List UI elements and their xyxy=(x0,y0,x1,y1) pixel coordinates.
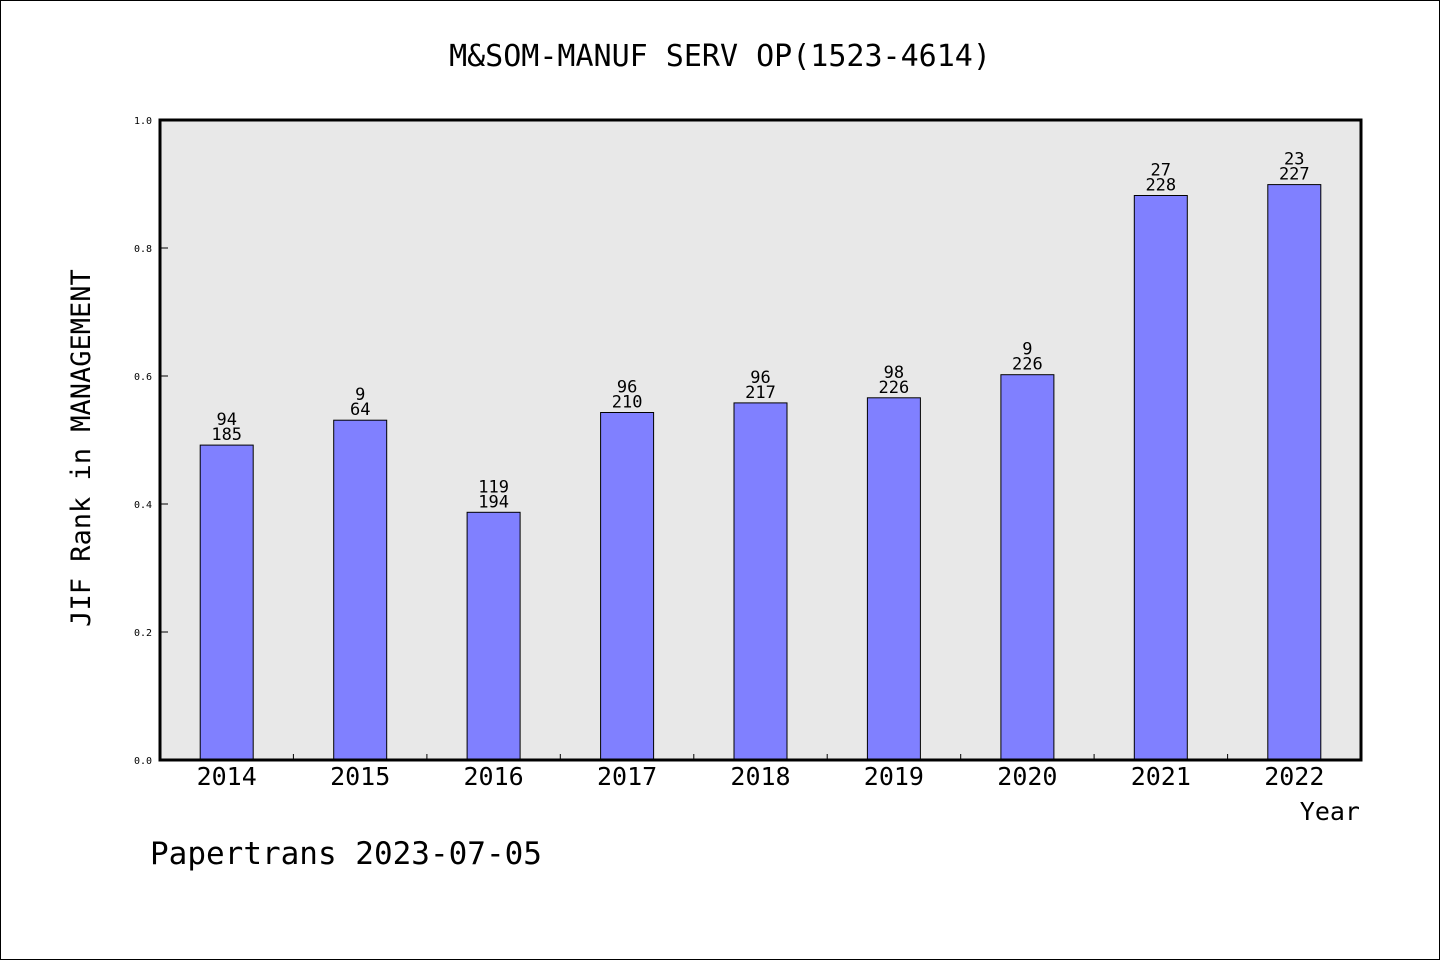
bar-rank-label-2022: 23 xyxy=(1284,150,1304,170)
x-tick-label-2018: 2018 xyxy=(730,762,790,791)
y-tick-label: 0.0 xyxy=(134,756,152,767)
bar-rank-label-2020: 9 xyxy=(1022,340,1032,360)
bar-total-label-2021: 228 xyxy=(1145,176,1176,196)
bar-2022 xyxy=(1267,184,1322,761)
x-tick-label-2019: 2019 xyxy=(864,762,924,791)
footer-text: Papertrans 2023-07-05 xyxy=(150,836,542,872)
bar-2020 xyxy=(1000,374,1055,761)
bar-rank-label-2018: 96 xyxy=(750,368,770,388)
bar-2018 xyxy=(733,402,788,761)
plot-border xyxy=(158,118,1363,762)
x-tick-label-2016: 2016 xyxy=(463,762,523,791)
x-tick-label-2014: 2014 xyxy=(197,762,257,791)
bar-total-label-2022: 227 xyxy=(1279,165,1310,185)
bar-rank-label-2015: 9 xyxy=(355,385,365,405)
bar-total-label-2018: 217 xyxy=(745,383,776,403)
bar-rank-label-2021: 27 xyxy=(1151,161,1171,181)
y-tick-label: 1.0 xyxy=(134,116,152,127)
bar-2019 xyxy=(866,397,921,761)
bar-total-label-2016: 194 xyxy=(478,492,509,512)
bar-rank-label-2019: 98 xyxy=(884,363,904,383)
bar-rank-label-2017: 96 xyxy=(617,378,637,398)
bar-total-label-2014: 185 xyxy=(211,425,242,445)
bar-2014 xyxy=(199,444,254,761)
y-tick-label: 0.6 xyxy=(134,372,152,383)
bar-labels-group: 9418596411919496210962179822692262722823… xyxy=(211,150,1309,513)
bar-2017 xyxy=(600,412,655,761)
bar-total-label-2020: 226 xyxy=(1012,355,1043,375)
bar-2015 xyxy=(333,419,388,761)
y-tick-label: 0.4 xyxy=(134,500,152,511)
bar-2021 xyxy=(1133,195,1188,761)
y-axis: 0.0 0.2 0.4 0.6 0.8 1.0 xyxy=(134,116,168,767)
x-tick-label-2020: 2020 xyxy=(997,762,1057,791)
bar-rank-label-2016: 119 xyxy=(478,477,509,497)
chart-title: M&SOM-MANUF SERV OP(1523-4614) xyxy=(449,39,991,74)
bar-total-label-2019: 226 xyxy=(879,378,910,398)
bars-group xyxy=(199,184,1322,761)
x-tick-label-2021: 2021 xyxy=(1131,762,1191,791)
bar-2016 xyxy=(466,511,521,761)
x-axis: 2014 2015 2016 2017 2018 2019 2020 2021 2022 xyxy=(197,754,1324,791)
bar-total-label-2017: 210 xyxy=(612,393,643,413)
bar-rank-label-2014: 94 xyxy=(216,410,236,430)
y-axis-label: JIF Rank in MANAGEMENT xyxy=(66,269,97,627)
x-tick-label-2022: 2022 xyxy=(1264,762,1324,791)
x-axis-label: Year xyxy=(1300,797,1360,826)
x-tick-label-2015: 2015 xyxy=(330,762,390,791)
x-tick-label-2017: 2017 xyxy=(597,762,657,791)
bar-total-label-2015: 64 xyxy=(350,400,370,420)
y-tick-label: 0.8 xyxy=(134,244,152,255)
y-tick-label: 0.2 xyxy=(134,628,152,639)
